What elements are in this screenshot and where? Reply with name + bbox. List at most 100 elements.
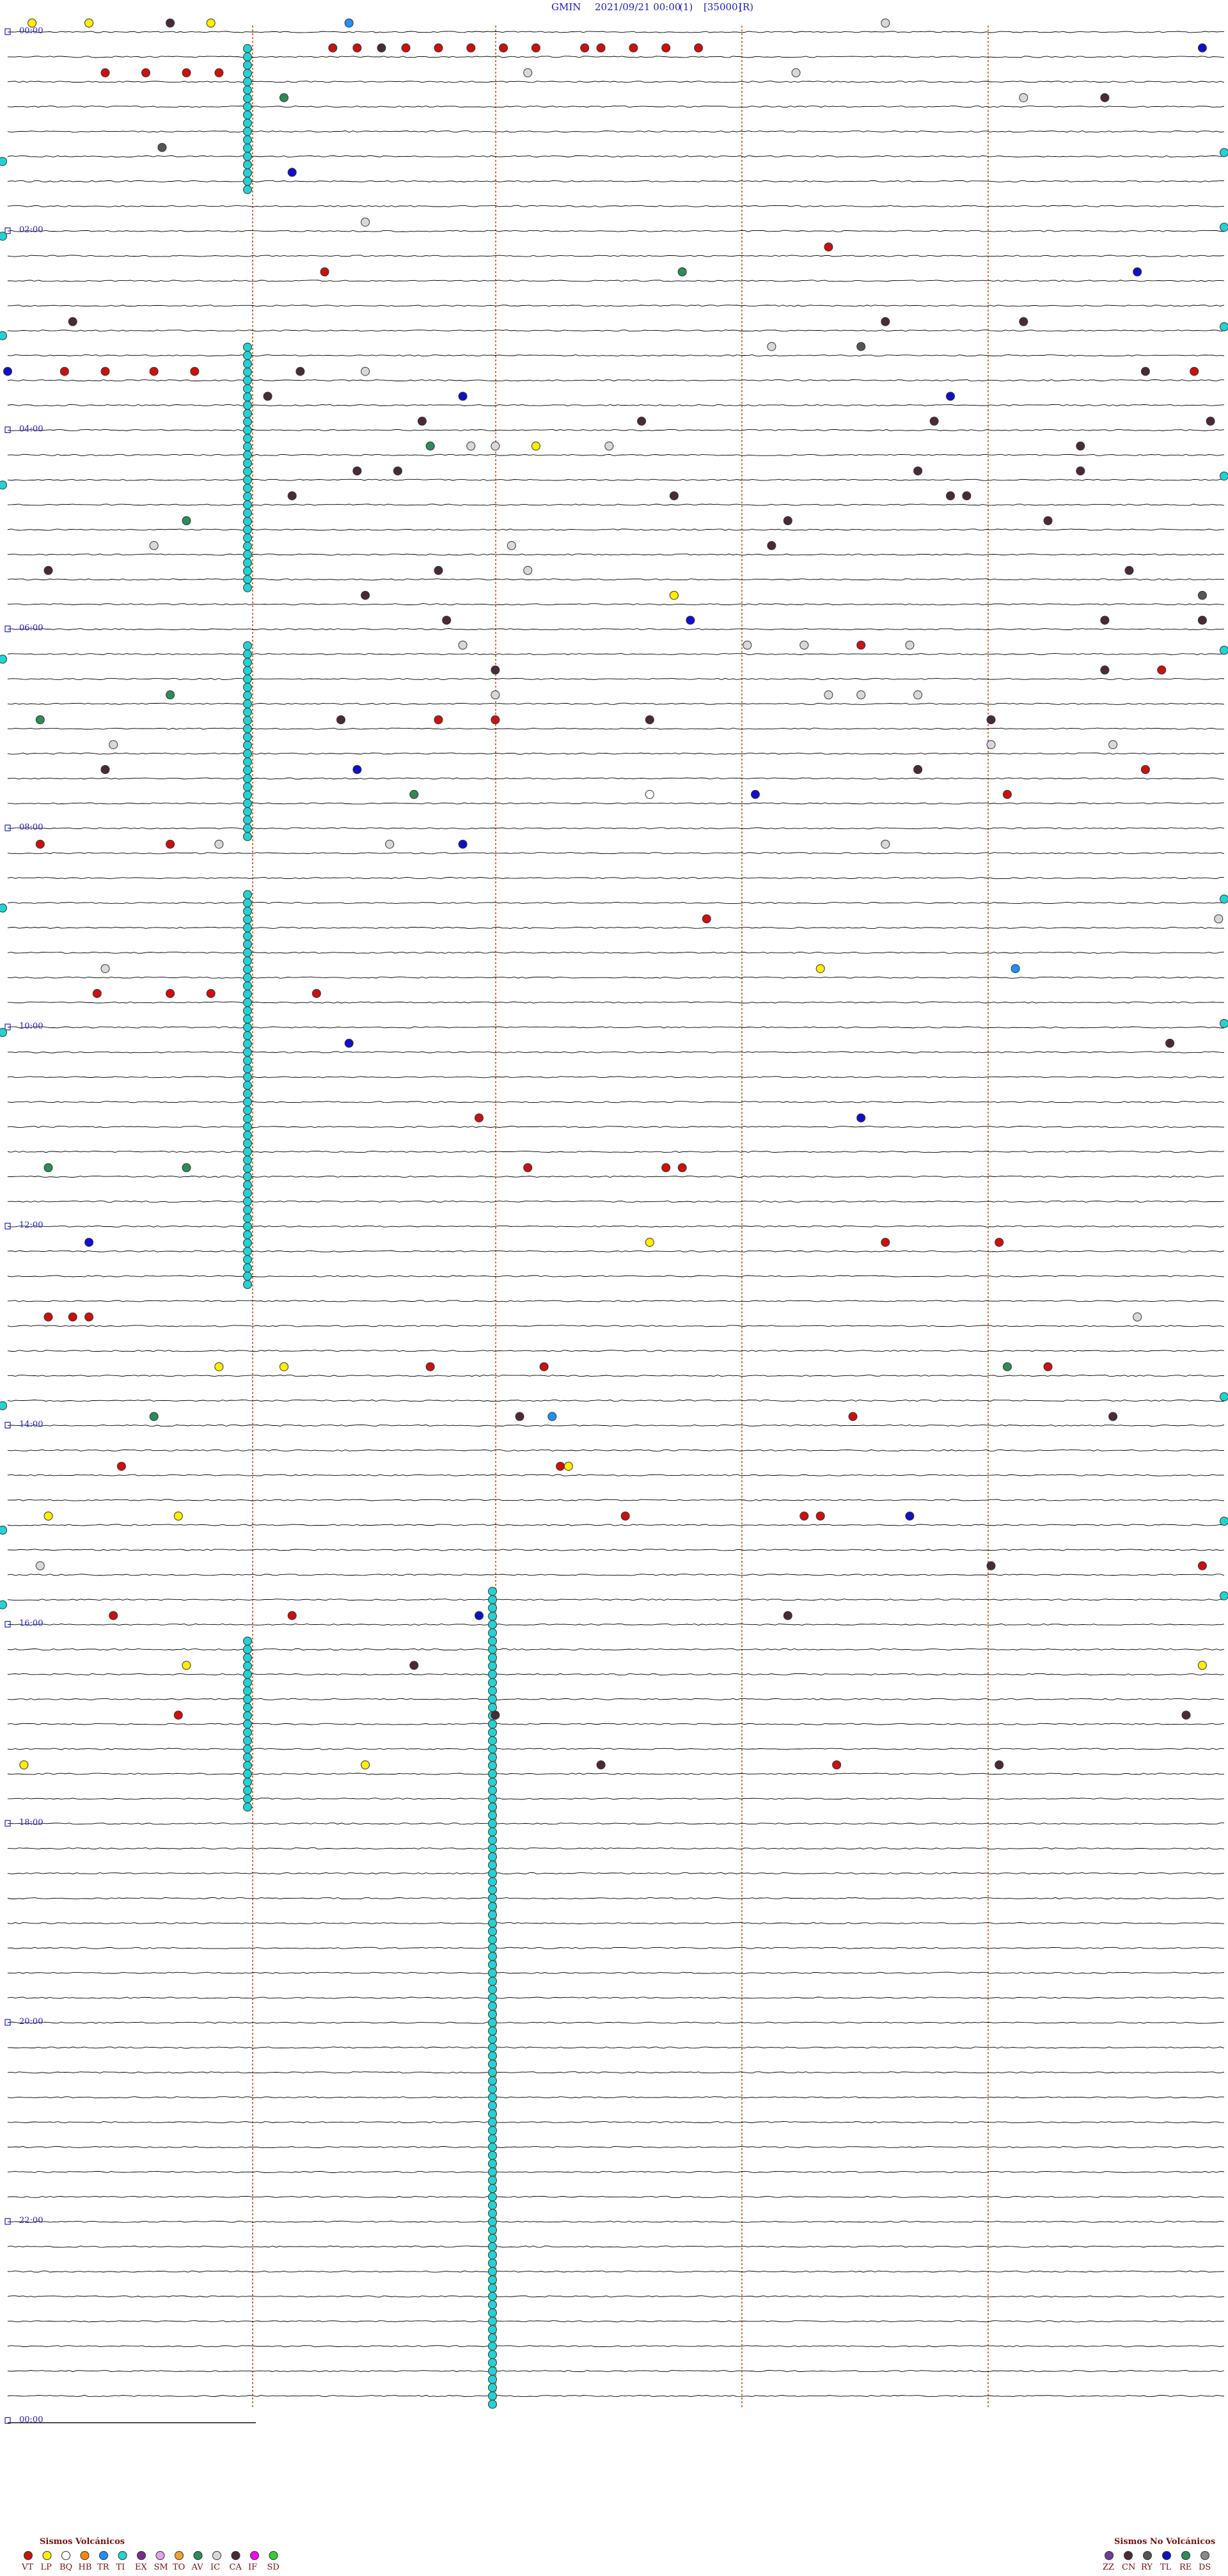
trace-row xyxy=(7,1250,1225,1252)
legend-nonvolcanic-title: Sismos No Volcánicos xyxy=(1114,2537,1215,2547)
event-marker-ti xyxy=(243,1280,252,1289)
legend-label-ry: RY xyxy=(1141,2563,1153,2572)
event-marker-tr xyxy=(1011,964,1020,974)
event-marker-ic xyxy=(743,640,752,650)
event-marker-ti xyxy=(488,1893,497,1903)
event-marker-ti xyxy=(488,1661,497,1671)
title-component: (1) xyxy=(679,1,693,13)
event-marker-ti xyxy=(243,1769,252,1778)
event-marker-ti xyxy=(243,766,252,775)
event-marker-tl xyxy=(751,789,760,799)
event-marker-ti xyxy=(243,558,252,567)
legend-swatch-sm xyxy=(155,2551,165,2560)
event-marker-ti xyxy=(488,1611,497,1621)
event-marker-av xyxy=(279,93,288,102)
event-marker-ti xyxy=(488,1943,497,1953)
event-marker-lp xyxy=(669,590,679,600)
event-marker-vt xyxy=(661,43,671,52)
trace-row xyxy=(7,1051,1225,1054)
event-marker-vt xyxy=(149,367,159,376)
event-marker-ti xyxy=(243,741,252,750)
event-marker-ti xyxy=(243,500,252,510)
trace-row xyxy=(7,1549,1225,1551)
event-marker-ti xyxy=(0,1526,7,1535)
event-marker-ic xyxy=(100,964,110,974)
event-marker-ti xyxy=(488,2375,497,2384)
hour-tick-icon xyxy=(4,28,11,35)
event-marker-ti xyxy=(488,1902,497,1911)
trace-row xyxy=(7,827,1225,830)
trace-row xyxy=(8,802,1225,805)
event-marker-vt xyxy=(499,43,508,52)
trace-row xyxy=(7,852,1225,855)
event-marker-ti xyxy=(243,177,252,186)
event-marker-ti xyxy=(243,43,252,53)
trace-row xyxy=(7,106,1225,108)
event-marker-ti xyxy=(0,1401,7,1410)
event-marker-vt xyxy=(1140,765,1150,774)
event-marker-vt xyxy=(556,1462,565,1471)
event-marker-ry xyxy=(856,342,866,351)
event-marker-vt xyxy=(799,1512,809,1521)
legend-swatch-ca xyxy=(231,2551,240,2560)
event-marker-ti xyxy=(243,732,252,742)
event-marker-ti xyxy=(488,2250,497,2260)
event-marker-ti xyxy=(243,1661,252,1671)
event-marker-ti xyxy=(243,1728,252,1737)
legend-label-lp: LP xyxy=(41,2563,52,2572)
event-marker-lp xyxy=(563,1462,573,1471)
event-marker-vt xyxy=(328,43,338,52)
trace-row xyxy=(7,81,1225,83)
trace-row xyxy=(8,1798,1225,1800)
event-marker-ti xyxy=(243,1122,252,1132)
event-marker-ca xyxy=(43,565,53,575)
event-marker-ic xyxy=(466,441,476,451)
event-marker-vt xyxy=(92,989,102,999)
event-marker-ca xyxy=(767,541,776,550)
event-marker-ca xyxy=(491,665,500,675)
event-marker-ca xyxy=(962,491,972,501)
hour-tick-icon xyxy=(4,1820,11,1827)
hour-tick-icon xyxy=(4,2417,11,2424)
trace-row xyxy=(8,56,1225,58)
legend-swatch-zz xyxy=(1105,2551,1114,2560)
event-marker-ti xyxy=(243,1055,252,1065)
event-marker-ic xyxy=(856,690,866,700)
event-marker-ti xyxy=(488,1819,497,1828)
event-marker-ti xyxy=(243,1031,252,1040)
event-marker-ca xyxy=(409,1661,419,1670)
event-marker-ti xyxy=(0,157,7,166)
trace-row xyxy=(7,1698,1224,1700)
event-marker-vt xyxy=(166,989,175,999)
event-marker-ti xyxy=(243,1205,252,1215)
event-marker-ti xyxy=(243,1744,252,1754)
event-marker-vt xyxy=(116,1462,126,1471)
event-marker-ti xyxy=(488,2142,497,2152)
event-marker-ti xyxy=(488,1810,497,1820)
trace-row xyxy=(7,1624,1225,1626)
event-marker-ca xyxy=(946,491,955,501)
event-marker-ti xyxy=(1220,1392,1228,1402)
event-marker-ti xyxy=(488,2283,497,2293)
event-marker-ca xyxy=(1108,1412,1118,1421)
event-marker-ti xyxy=(488,2109,497,2119)
event-marker-ti xyxy=(243,823,252,833)
trace-row xyxy=(7,1648,1225,1651)
event-marker-ti xyxy=(488,2225,497,2235)
event-marker-ic xyxy=(491,441,500,451)
event-marker-ti xyxy=(488,2275,497,2284)
event-marker-av xyxy=(43,1163,53,1173)
hour-label: 12:00 xyxy=(19,1221,43,1230)
event-marker-ti xyxy=(243,1222,252,1231)
trace-row xyxy=(7,2145,1225,2149)
hour-tick-icon xyxy=(4,426,11,434)
trace-row xyxy=(7,901,1224,905)
event-marker-ca xyxy=(1100,93,1110,102)
event-marker-av xyxy=(166,690,175,700)
hour-label: 08:00 xyxy=(19,823,43,832)
trace-row xyxy=(7,429,1225,431)
hour-label: 00:00 xyxy=(19,26,43,36)
event-marker-tl xyxy=(946,391,955,401)
trace-row xyxy=(7,1350,1225,1352)
trace-row xyxy=(7,2021,1225,2024)
